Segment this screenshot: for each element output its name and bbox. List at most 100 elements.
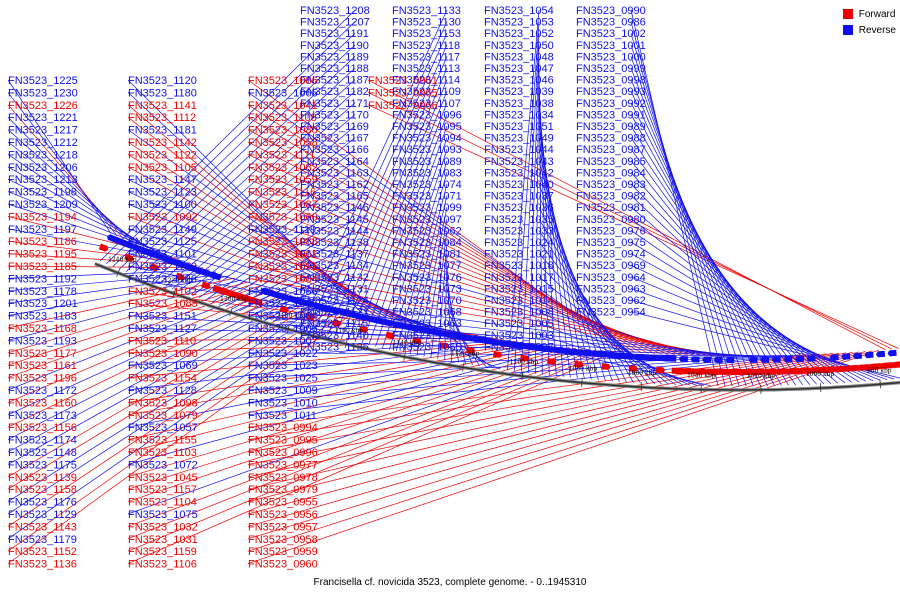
gene-label: FN3523_1010 bbox=[248, 397, 318, 409]
leader-line bbox=[127, 351, 616, 564]
reverse-gene-arrow bbox=[304, 300, 315, 308]
gene-label: FN3523_1000 bbox=[576, 51, 646, 63]
forward-gene-arrow bbox=[385, 331, 395, 339]
leader-line bbox=[247, 350, 866, 540]
gene-label: FN3523_1079 bbox=[128, 410, 198, 422]
forward-gene-arrow bbox=[574, 360, 584, 368]
gene-label: FN3523_1035 bbox=[484, 214, 554, 226]
gene-label: FN3523_1021 bbox=[484, 249, 554, 261]
gene-label: FN3523_1198 bbox=[8, 187, 77, 199]
gene-label: FN3523_1089 bbox=[392, 156, 462, 168]
gene-label: FN3523_1225 bbox=[8, 75, 78, 87]
gene-label: FN3523_1007 bbox=[248, 335, 318, 347]
gene-label: FN3523_1050 bbox=[484, 40, 554, 52]
leader-line bbox=[119, 44, 356, 270]
gene-label: FN3523_1064 bbox=[248, 273, 318, 285]
leader-lines bbox=[7, 9, 900, 564]
gene-label: FN3523_1037 bbox=[484, 191, 554, 203]
leader-line bbox=[306, 21, 448, 331]
gene-label: FN3523_1171 bbox=[300, 98, 369, 110]
leader-line bbox=[630, 195, 832, 384]
gene-label: FN3523_1122 bbox=[128, 149, 197, 161]
reverse-gene-arrow bbox=[806, 355, 816, 362]
gene-label: FN3523_1067 bbox=[248, 298, 318, 310]
reverse-gene-arrow bbox=[875, 350, 886, 358]
forward-gene-arrow bbox=[492, 350, 503, 358]
gene-label: FN3523_1105 bbox=[128, 162, 197, 174]
gene-label: FN3523_1104 bbox=[128, 497, 197, 509]
gene-label: FN3523_1196 bbox=[8, 373, 77, 385]
reverse-gene-arrow bbox=[331, 307, 341, 315]
gene-label: FN3523_1127 bbox=[128, 323, 197, 335]
scale-tick bbox=[344, 339, 348, 348]
scale-tick-label: 1240 kbp bbox=[108, 257, 137, 264]
leader-line bbox=[630, 137, 796, 386]
gene-label: FN3523_1100 bbox=[128, 199, 197, 211]
forward-gene-arrow bbox=[827, 366, 837, 373]
leader-line bbox=[172, 137, 356, 290]
reverse-gene-arrow bbox=[410, 324, 420, 333]
forward-gene-arrow bbox=[124, 253, 134, 262]
reverse-gene-arrow bbox=[713, 356, 723, 363]
gene-label: FN3523_1049 bbox=[484, 133, 554, 145]
gene-label: FN3523_1218 bbox=[8, 149, 78, 161]
gene-label: FN3523_1111 bbox=[248, 149, 315, 161]
gene-label: FN3523_0991 bbox=[576, 109, 646, 121]
leader-line bbox=[446, 322, 487, 368]
gene-label: FN3523_1091 bbox=[248, 261, 318, 273]
gene-label: FN3523_0956 bbox=[248, 509, 318, 521]
gene-label: FN3523_1187 bbox=[300, 75, 369, 87]
gene-label: FN3523_1083 bbox=[392, 167, 462, 179]
gene-label: FN3523_0954 bbox=[576, 307, 646, 319]
gene-label: FN3523_1143 bbox=[8, 521, 77, 533]
forward-gene-arrow bbox=[253, 297, 263, 306]
leader-line bbox=[212, 206, 356, 303]
gene-label: FN3523_1154 bbox=[128, 373, 197, 385]
gene-label: FN3523_1044 bbox=[484, 144, 554, 156]
reverse-gene-arrow bbox=[125, 241, 135, 250]
gene-label: FN3523_1121 bbox=[300, 307, 369, 319]
gene-label: FN3523_1095 bbox=[392, 121, 462, 133]
reverse-gene-arrow bbox=[887, 349, 897, 357]
leader-line bbox=[247, 351, 860, 527]
gene-label: FN3523_1230 bbox=[8, 87, 78, 99]
gene-label: FN3523_0994 bbox=[248, 422, 318, 434]
leader-line bbox=[247, 352, 840, 490]
gene-label: FN3523_1148 bbox=[8, 447, 77, 459]
gene-label: FN3523_1201 bbox=[8, 298, 78, 310]
gene-label: FN3523_1134 bbox=[300, 260, 369, 272]
forward-gene-arrow bbox=[547, 358, 557, 365]
gene-label: FN3523_1183 bbox=[8, 311, 77, 323]
gene-label: FN3523_1182 bbox=[300, 86, 369, 98]
gene-label: FN3523_1206 bbox=[8, 162, 78, 174]
gene-label: FN3523_1063 bbox=[392, 318, 462, 330]
scale-tick-label: 1140 kbp bbox=[393, 340, 422, 347]
gene-label: FN3523_0962 bbox=[576, 295, 646, 307]
reverse-gene-arrow bbox=[517, 342, 527, 350]
forward-gene-arrow bbox=[628, 365, 638, 372]
scale-tick-label: 1100 kbp bbox=[510, 359, 539, 366]
forward-swatch-icon bbox=[842, 9, 853, 19]
leader-line bbox=[7, 253, 198, 267]
forward-gene-arrow bbox=[201, 281, 211, 290]
gene-label: FN3523_1060 bbox=[248, 211, 318, 223]
leader-line bbox=[247, 278, 728, 357]
gene-label: FN3523_0961 bbox=[368, 75, 438, 87]
gene-label: FN3523_1088 bbox=[248, 236, 318, 248]
gene-label: FN3523_1221 bbox=[8, 112, 78, 124]
leader-line bbox=[7, 281, 248, 354]
gene-label: FN3523_0999 bbox=[576, 63, 646, 75]
leader-line bbox=[165, 125, 356, 287]
gene-label: FN3523_1098 bbox=[128, 397, 198, 409]
leader-line bbox=[127, 348, 590, 515]
leader-line bbox=[630, 160, 810, 385]
leader-line bbox=[178, 148, 356, 292]
gene-label: FN3523_1025 bbox=[248, 373, 318, 385]
scale-tick-label: 1060 kbp bbox=[628, 370, 657, 377]
reverse-gene-arrow bbox=[150, 250, 160, 260]
gene-label: FN3523_1163 bbox=[300, 167, 369, 179]
gene-label: FN3523_1152 bbox=[8, 546, 77, 558]
leader-line bbox=[347, 91, 448, 341]
gene-label: FN3523_1208 bbox=[300, 5, 370, 17]
gene-label: FN3523_0976 bbox=[576, 225, 646, 237]
